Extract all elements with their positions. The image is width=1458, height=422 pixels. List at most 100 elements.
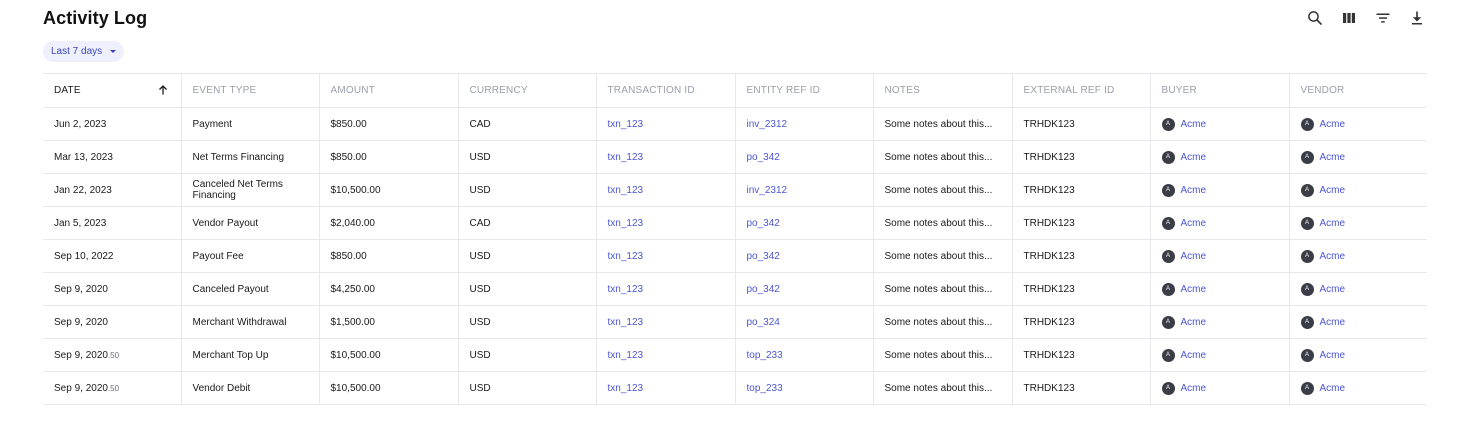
avatar: A bbox=[1300, 249, 1314, 263]
buyer-link[interactable]: Acme bbox=[1180, 250, 1207, 262]
entity-ref-id-link[interactable]: po_342 bbox=[734, 272, 873, 306]
avatar: A bbox=[1300, 348, 1314, 362]
transaction-id-link[interactable]: txn_123 bbox=[595, 305, 735, 339]
column-header-external-ref-id[interactable]: EXTERNAL REF ID bbox=[1011, 73, 1150, 108]
buyer-link[interactable]: Acme bbox=[1180, 217, 1207, 229]
column-header-date[interactable]: DATE bbox=[43, 73, 181, 108]
transaction-id-link[interactable]: txn_123 bbox=[595, 107, 735, 141]
buyer-link[interactable]: Acme bbox=[1180, 151, 1207, 163]
vendor-cell[interactable]: A Acme bbox=[1288, 338, 1427, 372]
buyer-cell[interactable]: A Acme bbox=[1149, 371, 1289, 405]
notes-cell: Some notes about this... bbox=[872, 338, 1012, 372]
vendor-link[interactable]: Acme bbox=[1319, 349, 1346, 361]
entity-ref-id-link[interactable]: po_324 bbox=[734, 305, 873, 339]
columns-button[interactable] bbox=[1340, 9, 1358, 27]
avatar: A bbox=[1300, 216, 1314, 230]
transaction-id-link[interactable]: txn_123 bbox=[595, 239, 735, 273]
buyer-link[interactable]: Acme bbox=[1180, 316, 1207, 328]
buyer-link[interactable]: Acme bbox=[1180, 349, 1207, 361]
avatar: A bbox=[1300, 117, 1314, 131]
notes-cell: Some notes about this... bbox=[872, 206, 1012, 240]
transaction-id-link[interactable]: txn_123 bbox=[595, 140, 735, 174]
table-row[interactable]: Jan 5, 2023 Vendor Payout $2,040.00 CAD … bbox=[43, 206, 1427, 240]
vendor-link[interactable]: Acme bbox=[1319, 118, 1346, 130]
column-header-transaction-id[interactable]: TRANSACTION ID bbox=[595, 73, 735, 108]
vendor-link[interactable]: Acme bbox=[1319, 217, 1346, 229]
entity-ref-id-link[interactable]: po_342 bbox=[734, 206, 873, 240]
buyer-cell[interactable]: A Acme bbox=[1149, 173, 1289, 207]
vendor-link[interactable]: Acme bbox=[1319, 382, 1346, 394]
vendor-link[interactable]: Acme bbox=[1319, 151, 1346, 163]
vendor-cell[interactable]: A Acme bbox=[1288, 239, 1427, 273]
buyer-link[interactable]: Acme bbox=[1180, 118, 1207, 130]
table-row[interactable]: Jun 2, 2023 Payment $850.00 CAD txn_123 … bbox=[43, 107, 1427, 141]
caret-down-icon bbox=[110, 50, 117, 53]
table-row[interactable]: Sep 9, 2020.50 Vendor Debit $10,500.00 U… bbox=[43, 371, 1427, 405]
search-button[interactable] bbox=[1306, 9, 1324, 27]
column-header-amount[interactable]: AMOUNT bbox=[318, 73, 458, 108]
transaction-id-link[interactable]: txn_123 bbox=[595, 173, 735, 207]
column-header-entity-ref-id[interactable]: ENTITY REF ID bbox=[734, 73, 873, 108]
currency-cell: CAD bbox=[457, 107, 596, 141]
vendor-link[interactable]: Acme bbox=[1319, 283, 1346, 295]
amount-cell: $850.00 bbox=[318, 239, 458, 273]
vendor-cell[interactable]: A Acme bbox=[1288, 371, 1427, 405]
table-row[interactable]: Sep 9, 2020 Merchant Withdrawal $1,500.0… bbox=[43, 305, 1427, 339]
entity-ref-id-link[interactable]: po_342 bbox=[734, 239, 873, 273]
entity-ref-id-link[interactable]: inv_2312 bbox=[734, 173, 873, 207]
buyer-cell[interactable]: A Acme bbox=[1149, 272, 1289, 306]
amount-cell: $850.00 bbox=[318, 107, 458, 141]
vendor-cell[interactable]: A Acme bbox=[1288, 140, 1427, 174]
activity-table: DATE EVENT TYPE AMOUNT CURRENCY TRANSACT… bbox=[43, 73, 1427, 405]
arrow-up-icon[interactable] bbox=[157, 84, 169, 96]
entity-ref-id-link[interactable]: inv_2312 bbox=[734, 107, 873, 141]
filter-icon bbox=[1376, 13, 1390, 23]
table-row[interactable]: Sep 9, 2020.50 Merchant Top Up $10,500.0… bbox=[43, 338, 1427, 372]
vendor-link[interactable]: Acme bbox=[1319, 184, 1346, 196]
avatar: A bbox=[1300, 315, 1314, 329]
buyer-link[interactable]: Acme bbox=[1180, 283, 1207, 295]
buyer-cell[interactable]: A Acme bbox=[1149, 338, 1289, 372]
vendor-link[interactable]: Acme bbox=[1319, 316, 1346, 328]
vendor-cell[interactable]: A Acme bbox=[1288, 305, 1427, 339]
buyer-cell[interactable]: A Acme bbox=[1149, 206, 1289, 240]
buyer-link[interactable]: Acme bbox=[1180, 382, 1207, 394]
table-row[interactable]: Sep 10, 2022 Payout Fee $850.00 USD txn_… bbox=[43, 239, 1427, 273]
vendor-link[interactable]: Acme bbox=[1319, 250, 1346, 262]
date-range-filter[interactable]: Last 7 days bbox=[43, 41, 125, 62]
column-header-buyer[interactable]: BUYER bbox=[1149, 73, 1289, 108]
vendor-cell[interactable]: A Acme bbox=[1288, 107, 1427, 141]
external-ref-id-cell: TRHDK123 bbox=[1011, 173, 1150, 207]
table-row[interactable]: Jan 22, 2023 Canceled Net Terms Financin… bbox=[43, 173, 1427, 207]
event-type-cell: Vendor Payout bbox=[180, 206, 319, 240]
entity-ref-id-link[interactable]: po_342 bbox=[734, 140, 873, 174]
entity-ref-id-link[interactable]: top_233 bbox=[734, 338, 873, 372]
event-type-cell: Net Terms Financing bbox=[180, 140, 319, 174]
buyer-cell[interactable]: A Acme bbox=[1149, 140, 1289, 174]
currency-cell: USD bbox=[457, 338, 596, 372]
transaction-id-link[interactable]: txn_123 bbox=[595, 272, 735, 306]
transaction-id-link[interactable]: txn_123 bbox=[595, 338, 735, 372]
vendor-cell[interactable]: A Acme bbox=[1288, 173, 1427, 207]
avatar: A bbox=[1161, 150, 1175, 164]
buyer-cell[interactable]: A Acme bbox=[1149, 305, 1289, 339]
date-cell: Mar 13, 2023 bbox=[43, 140, 181, 174]
vendor-cell[interactable]: A Acme bbox=[1288, 206, 1427, 240]
transaction-id-link[interactable]: txn_123 bbox=[595, 206, 735, 240]
entity-ref-id-link[interactable]: top_233 bbox=[734, 371, 873, 405]
download-button[interactable] bbox=[1408, 9, 1426, 27]
buyer-cell[interactable]: A Acme bbox=[1149, 239, 1289, 273]
column-header-event-type[interactable]: EVENT TYPE bbox=[180, 73, 319, 108]
transaction-id-link[interactable]: txn_123 bbox=[595, 371, 735, 405]
buyer-cell[interactable]: A Acme bbox=[1149, 107, 1289, 141]
column-header-notes[interactable]: NOTES bbox=[872, 73, 1012, 108]
buyer-link[interactable]: Acme bbox=[1180, 184, 1207, 196]
table-row[interactable]: Sep 9, 2020 Canceled Payout $4,250.00 US… bbox=[43, 272, 1427, 306]
vendor-cell[interactable]: A Acme bbox=[1288, 272, 1427, 306]
column-header-currency[interactable]: CURRENCY bbox=[457, 73, 596, 108]
column-header-vendor[interactable]: VENDOR bbox=[1288, 73, 1427, 108]
date-suffix: .50 bbox=[107, 350, 120, 360]
filter-button[interactable] bbox=[1374, 9, 1392, 27]
table-row[interactable]: Mar 13, 2023 Net Terms Financing $850.00… bbox=[43, 140, 1427, 174]
